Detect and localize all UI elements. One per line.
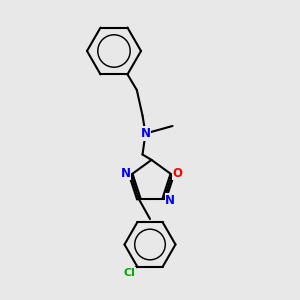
Text: N: N: [140, 127, 151, 140]
Text: N: N: [121, 167, 130, 180]
Text: Cl: Cl: [124, 268, 136, 278]
Text: O: O: [172, 167, 182, 180]
Text: N: N: [165, 194, 175, 207]
